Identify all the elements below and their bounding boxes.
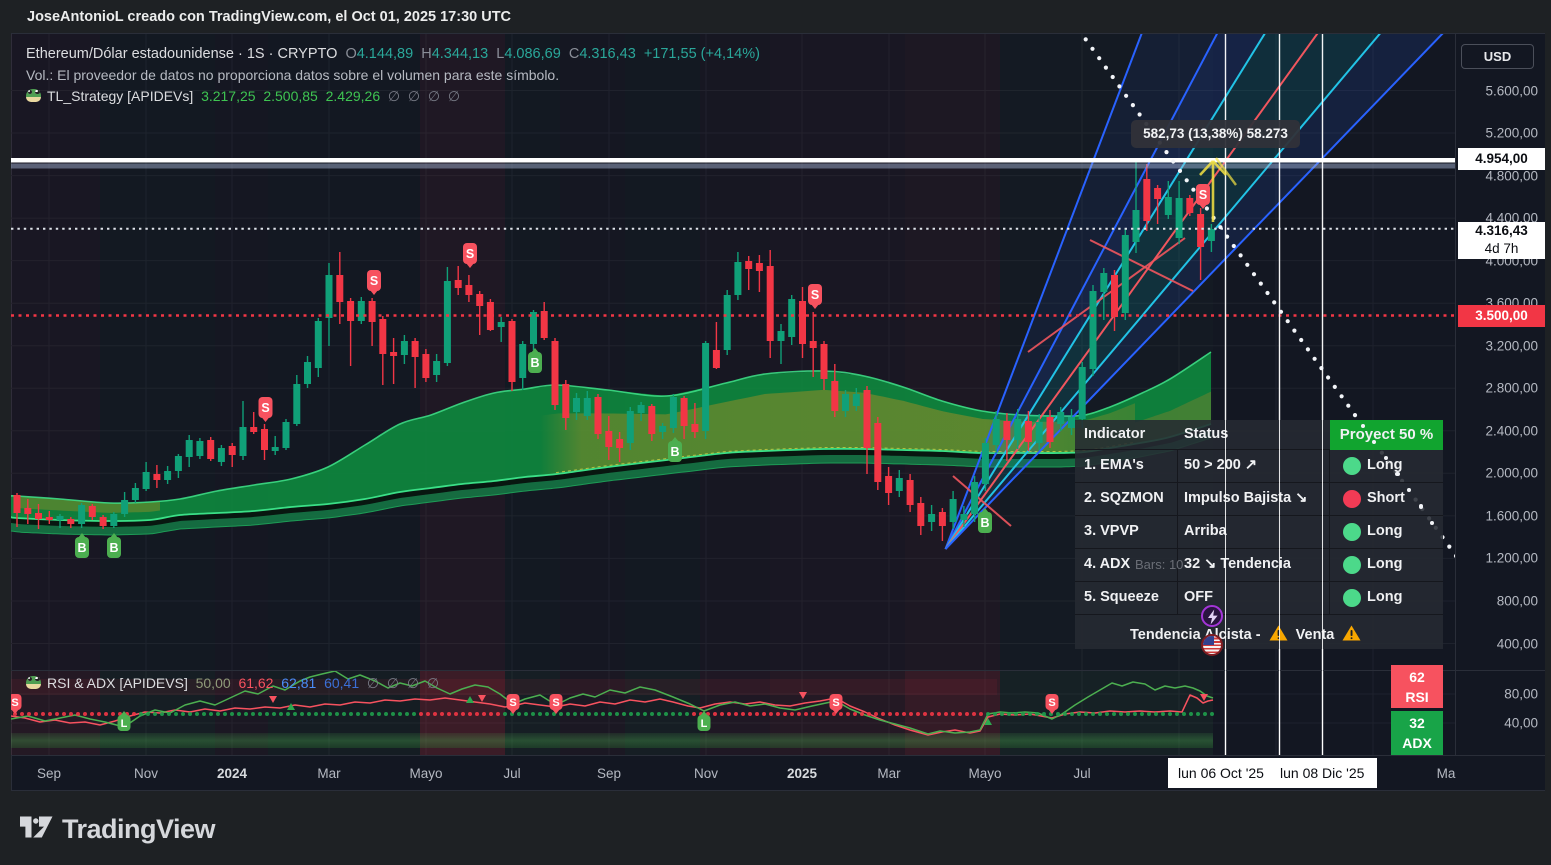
svg-text:B: B (980, 516, 989, 530)
svg-text:S: S (1199, 188, 1207, 202)
svg-text:S: S (11, 697, 18, 709)
svg-text:B: B (77, 541, 86, 555)
svg-text:S: S (466, 247, 474, 261)
svg-text:S: S (552, 697, 559, 709)
svg-text:B: B (530, 356, 539, 370)
svg-text:S: S (832, 697, 839, 709)
svg-text:B: B (109, 541, 118, 555)
svg-text:B: B (670, 445, 679, 459)
svg-text:S: S (261, 401, 269, 415)
svg-text:TradingView: TradingView (62, 814, 217, 844)
svg-text:S: S (1048, 697, 1055, 709)
svg-text:S: S (370, 274, 378, 288)
svg-text:L: L (121, 718, 128, 730)
svg-text:L: L (701, 718, 708, 730)
svg-text:S: S (811, 288, 819, 302)
svg-text:S: S (509, 697, 516, 709)
